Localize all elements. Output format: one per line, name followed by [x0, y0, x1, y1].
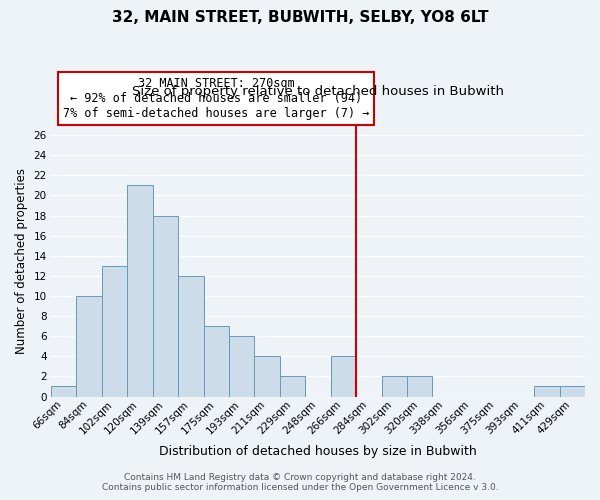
Bar: [203, 326, 229, 396]
Bar: [280, 376, 305, 396]
Bar: [152, 216, 178, 396]
Bar: [382, 376, 407, 396]
Bar: [534, 386, 560, 396]
X-axis label: Distribution of detached houses by size in Bubwith: Distribution of detached houses by size …: [159, 444, 477, 458]
Title: Size of property relative to detached houses in Bubwith: Size of property relative to detached ho…: [132, 84, 504, 98]
Bar: [102, 266, 127, 396]
Text: 32 MAIN STREET: 270sqm
← 92% of detached houses are smaller (94)
7% of semi-deta: 32 MAIN STREET: 270sqm ← 92% of detached…: [63, 77, 370, 120]
Text: Contains HM Land Registry data © Crown copyright and database right 2024.
Contai: Contains HM Land Registry data © Crown c…: [101, 473, 499, 492]
Bar: [229, 336, 254, 396]
Bar: [407, 376, 433, 396]
Y-axis label: Number of detached properties: Number of detached properties: [15, 168, 28, 354]
Bar: [560, 386, 585, 396]
Bar: [127, 186, 152, 396]
Bar: [51, 386, 76, 396]
Bar: [76, 296, 102, 396]
Bar: [331, 356, 356, 397]
Text: 32, MAIN STREET, BUBWITH, SELBY, YO8 6LT: 32, MAIN STREET, BUBWITH, SELBY, YO8 6LT: [112, 10, 488, 25]
Bar: [254, 356, 280, 397]
Bar: [178, 276, 203, 396]
